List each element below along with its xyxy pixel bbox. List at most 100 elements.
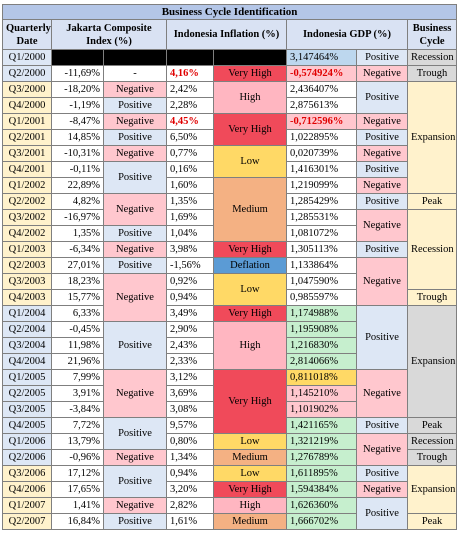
inflation-value-cell: 2,90% xyxy=(166,321,214,338)
inflation-level-cell: Medium xyxy=(213,177,287,242)
quarter-cell: Q2/2004 xyxy=(2,321,52,338)
gdp-value-cell: -0,574924% xyxy=(286,65,357,82)
quarter-cell: Q1/2002 xyxy=(2,177,52,194)
gdp-sign-cell: Negative xyxy=(356,145,408,162)
jci-value-cell: -11,69% xyxy=(51,65,104,82)
quarter-cell: Q3/2001 xyxy=(2,145,52,162)
jci-value-cell: 13,79% xyxy=(51,433,104,450)
jci-value-cell: -16,97% xyxy=(51,209,104,226)
gdp-value-cell: 1,133864% xyxy=(286,257,357,274)
jci-value-cell: 22,89% xyxy=(51,177,104,194)
inflation-level-cell: Low xyxy=(213,465,287,482)
jci-sign-cell: Negative xyxy=(103,113,167,130)
table-row: Q2/2004 -0,45% Positive 2,90% High 1,195908% xyxy=(2,321,457,370)
table-row: Q2/2001 14,85% Positive 6,50% 1,022895% Posit… xyxy=(2,129,457,146)
table-row: Q2/2002 4,82% Negative 1,35% 1,285429% Positi… xyxy=(2,193,458,226)
quarter-cell: Q1/2004 xyxy=(2,305,52,322)
inflation-value-cell: 2,33% xyxy=(166,353,214,370)
quarter-cell: Q4/2002 xyxy=(2,225,52,242)
header-jci: Jakarta Composite Index (%) xyxy=(51,19,167,50)
inflation-value-cell: 1,34% xyxy=(166,449,214,466)
gdp-sign-cell: Negative xyxy=(356,209,408,242)
jci-value-cell: -1,19% xyxy=(51,97,104,114)
gdp-value-cell: 1,101902% xyxy=(286,401,357,418)
gdp-value-cell: 1,216830% xyxy=(286,337,357,354)
gdp-value-cell: 0,985597% xyxy=(286,289,357,306)
inflation-level-cell: High xyxy=(213,321,287,370)
inflation-value-cell: 4,45% xyxy=(166,113,214,130)
table-row: Q2/2000 -11,69% -4,16% Very High -0,574924% N… xyxy=(2,65,458,82)
gdp-value-cell: 1,285531% xyxy=(286,209,357,226)
gdp-value-cell: -0,712596% xyxy=(286,113,357,130)
table-row: Q2/2005 3,91% 3,69% 1,145210% xyxy=(2,385,457,402)
quarter-cell: Q4/2006 xyxy=(2,481,52,498)
quarter-cell: Q2/2005 xyxy=(2,385,52,402)
table-row: Q1/2003 -6,34% Negative 3,98% Very High 1,305… xyxy=(2,241,457,258)
jci-value-cell: 15,77% xyxy=(51,289,104,306)
inflation-level-cell: Very High xyxy=(213,481,287,498)
inflation-value-cell: 3,20% xyxy=(166,481,214,498)
table-row: Q1/2006 13,79% 0,80% Low 1,321219% Negative Re… xyxy=(2,433,458,466)
business-cycle-cell: Peak xyxy=(406,417,458,434)
inflation-value-cell: 0,77% xyxy=(166,145,214,162)
gdp-sign-cell: Negative xyxy=(356,369,408,418)
gdp-value-cell: 1,022895% xyxy=(286,129,357,146)
inflation-level-cell: Low xyxy=(213,145,287,178)
table-row: Q3/2000 -18,20% Negative 2,42% High 2,436407%… xyxy=(2,81,458,194)
jci-value-cell: -8,47% xyxy=(51,113,104,130)
jci-sign-cell: Positive xyxy=(103,129,167,146)
inflation-level-cell: Medium xyxy=(213,449,287,466)
gdp-value-cell: 2,875613% xyxy=(286,97,357,114)
inflation-value-cell xyxy=(166,49,214,66)
gdp-value-cell: 1,626360% xyxy=(286,497,357,514)
gdp-value-cell: 1,666702% xyxy=(286,513,357,530)
jci-value-cell: 4,82% xyxy=(51,193,104,210)
jci-value-cell: 1,41% xyxy=(51,497,104,514)
jci-value-cell: 17,65% xyxy=(51,481,104,498)
quarter-cell: Q3/2002 xyxy=(2,209,52,226)
quarter-cell: Q2/2002 xyxy=(2,193,52,210)
table-row: Q2/2003 27,01% Positive -1,56% Deflation 1,13… xyxy=(2,257,457,306)
jci-value-cell: 27,01% xyxy=(51,257,104,274)
jci-value-cell: 11,98% xyxy=(51,337,104,354)
inflation-value-cell: -1,56% xyxy=(166,257,214,274)
header-cycle: Business Cycle xyxy=(406,19,458,50)
gdp-sign-cell: Positive xyxy=(356,193,408,210)
quarter-cell: Q3/2004 xyxy=(2,337,52,354)
gdp-sign-cell: Negative xyxy=(356,177,408,194)
quarter-cell: Q4/2003 xyxy=(2,289,52,306)
inflation-value-cell: 3,08% xyxy=(166,401,214,418)
inflation-value-cell: 0,80% xyxy=(166,433,214,450)
gdp-value-cell: 1,321219% xyxy=(286,433,357,450)
jci-sign-cell: Negative xyxy=(103,497,167,514)
table-row: Q3/2004 11,98% 2,43% 1,216830% xyxy=(2,337,457,354)
jci-value-cell: 17,12% xyxy=(51,465,104,482)
jci-value-cell: 18,23% xyxy=(51,273,104,290)
gdp-value-cell: 1,174988% xyxy=(286,305,357,322)
gdp-sign-cell: Negative xyxy=(356,433,408,466)
table-row: Q1/2004 6,33% 3,49% Very High 1,174988% Posit… xyxy=(2,305,458,418)
inflation-level-cell xyxy=(213,49,287,66)
quarter-cell: Q4/2001 xyxy=(2,161,52,178)
table-row: Q1/2000 3,147464% Positive Recession xyxy=(2,49,458,66)
jci-sign-cell: Positive xyxy=(103,97,167,114)
table-row: Q1/2001 -8,47% Negative 4,45% Very High -0,71… xyxy=(2,113,457,146)
jci-sign-cell: Negative xyxy=(103,273,167,322)
gdp-value-cell: 1,611895% xyxy=(286,465,357,482)
gdp-value-cell: 0,811018% xyxy=(286,369,357,386)
inflation-value-cell: 2,43% xyxy=(166,337,214,354)
inflation-value-cell: 6,50% xyxy=(166,129,214,146)
table-row: Q3/2001 -10,31% Negative 0,77% Low 0,020739% N… xyxy=(2,145,457,178)
inflation-level-cell: Medium xyxy=(213,513,287,530)
inflation-value-cell: 3,98% xyxy=(166,241,214,258)
quarter-cell: Q2/2007 xyxy=(2,513,52,530)
table-row: Q3/2003 18,23% Negative 0,92% Low 1,047590% xyxy=(2,273,457,322)
business-cycle-cell: Recession xyxy=(406,49,458,66)
quarter-cell: Q2/2003 xyxy=(2,257,52,274)
gdp-sign-cell: Positive xyxy=(356,305,408,370)
gdp-sign-cell: Positive xyxy=(356,129,408,146)
jci-sign-cell: Positive xyxy=(103,321,167,370)
gdp-sign-cell: Negative xyxy=(356,257,408,306)
quarter-cell: Q1/2001 xyxy=(2,113,52,130)
table-row: Q4/2004 21,96% 2,33% 2,814066% xyxy=(2,353,457,370)
